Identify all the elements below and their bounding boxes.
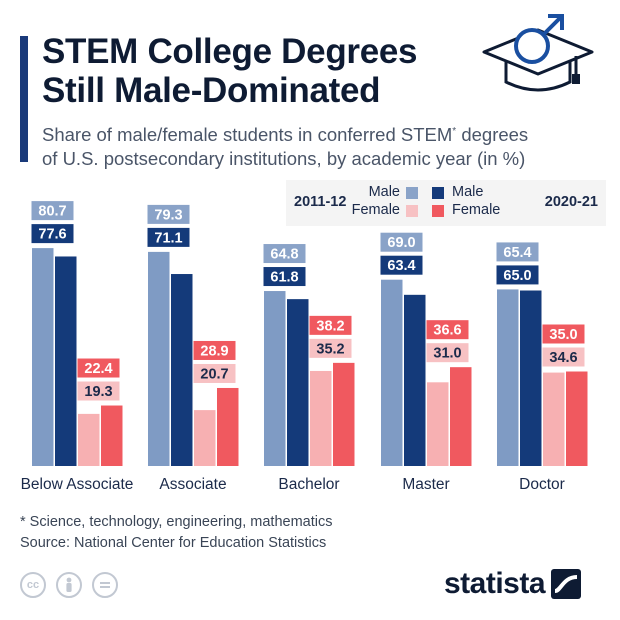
label-below-associate-female-2011-12-bg [77, 381, 120, 401]
legend-year-2020-21: 2020-21 [544, 194, 598, 210]
label-master-male-2020-21-bg [380, 255, 423, 275]
subtitle-line-2: of U.S. postsecondary institutions, by a… [42, 148, 526, 170]
category-label-associate: Associate [159, 476, 226, 493]
bar-below-associate-female-2011-12 [78, 413, 100, 466]
legend-male-2011-12-label: Male [368, 184, 400, 200]
label-doctor-female-2020-21: 35.0 [549, 327, 577, 343]
legend-swatch-male-2011-12 [406, 187, 418, 199]
label-below-associate-male-2020-21-bg [31, 224, 74, 244]
label-below-associate-female-2011-12: 19.3 [84, 384, 112, 400]
label-master-female-2011-12-bg [426, 343, 469, 363]
legend-swatch-female-2011-12 [406, 205, 418, 217]
bar-bachelor-female-2011-12 [310, 370, 332, 466]
title-accent-bar [20, 36, 28, 162]
label-doctor-male-2020-21: 65.0 [503, 268, 531, 284]
label-master-male-2011-12: 69.0 [387, 235, 415, 251]
subtitle-line-1a: Share of male/female students in conferr… [42, 124, 453, 146]
label-master-female-2020-21-bg [426, 320, 469, 340]
label-associate-female-2011-12: 20.7 [200, 366, 228, 382]
label-doctor-male-2011-12: 65.4 [503, 245, 531, 261]
title-line-2: Still Male-Dominated [42, 71, 381, 110]
graduation-cap-male-icon [482, 14, 594, 92]
label-doctor-female-2011-12-bg [542, 347, 585, 367]
footnote: * Science, technology, engineering, math… [20, 514, 333, 530]
bar-master-male-2011-12 [381, 279, 403, 466]
cc-icon[interactable]: cc [20, 572, 46, 598]
nd-equals-icon[interactable] [92, 572, 118, 598]
bar-associate-female-2011-12 [194, 410, 216, 466]
legend-female-2020-21-label: Female [452, 202, 501, 218]
label-bachelor-female-2020-21: 38.2 [316, 318, 344, 334]
bar-associate-male-2011-12 [148, 251, 170, 466]
label-associate-female-2020-21: 28.9 [200, 343, 228, 359]
label-bachelor-male-2011-12: 64.8 [270, 247, 298, 263]
legend-year-2011-12: 2011-12 [294, 194, 347, 210]
category-label-doctor: Doctor [519, 476, 565, 493]
statista-logo-icon [551, 569, 582, 599]
label-associate-male-2020-21: 71.1 [154, 230, 182, 246]
label-associate-male-2011-12-bg [147, 204, 190, 224]
subtitle-line-1b: degrees [456, 124, 529, 146]
legend-swatch-female-2020-21 [432, 205, 444, 217]
label-master-male-2011-12-bg [380, 232, 423, 252]
label-bachelor-female-2011-12: 35.2 [316, 341, 344, 357]
label-below-associate-male-2011-12: 80.7 [38, 204, 66, 220]
bar-bachelor-male-2011-12 [264, 291, 286, 466]
legend-female-2011-12-label: Female [351, 202, 400, 218]
bar-below-associate-male-2011-12 [32, 248, 54, 466]
bar-doctor-female-2020-21 [566, 371, 588, 466]
subtitle-asterisk: * [452, 126, 457, 137]
label-bachelor-female-2011-12-bg [309, 338, 352, 358]
footnote-block: * Science, technology, engineering, math… [20, 512, 332, 554]
bar-doctor-female-2011-12 [543, 372, 565, 466]
bar-associate-male-2020-21 [171, 274, 193, 466]
label-associate-male-2020-21-bg [147, 227, 190, 247]
bar-below-associate-male-2020-21 [55, 256, 77, 466]
title-line-1: STEM College Degrees [42, 32, 418, 71]
source: Source: National Center for Education St… [20, 535, 327, 551]
legend-male-2020-21-label: Male [452, 184, 484, 200]
label-below-associate-female-2020-21: 22.4 [84, 361, 112, 377]
label-bachelor-male-2011-12-bg [263, 244, 306, 264]
category-label-master: Master [402, 476, 449, 493]
label-doctor-female-2020-21-bg [542, 324, 585, 344]
label-doctor-female-2011-12: 34.6 [549, 350, 577, 366]
legend-swatch-male-2020-21 [432, 187, 444, 199]
chart-subtitle: Share of male/female students in conferr… [42, 120, 612, 171]
label-master-female-2020-21: 36.6 [433, 323, 461, 339]
bar-master-female-2011-12 [427, 382, 449, 466]
label-master-female-2011-12: 31.0 [433, 346, 461, 362]
label-bachelor-male-2020-21: 61.8 [270, 270, 298, 286]
label-associate-female-2011-12-bg [193, 363, 236, 383]
bar-doctor-male-2011-12 [497, 289, 519, 466]
label-bachelor-male-2020-21-bg [263, 267, 306, 287]
bar-below-associate-female-2020-21 [101, 405, 123, 466]
bar-bachelor-male-2020-21 [287, 299, 309, 466]
statista-wordmark: statista [444, 567, 546, 600]
label-below-associate-male-2020-21: 77.6 [38, 227, 66, 243]
label-associate-male-2011-12: 79.3 [154, 207, 182, 223]
bar-bachelor-female-2020-21 [333, 362, 355, 466]
label-master-male-2020-21: 63.4 [387, 258, 415, 274]
label-doctor-male-2020-21-bg [496, 265, 539, 285]
label-doctor-male-2011-12-bg [496, 242, 539, 262]
bar-master-male-2020-21 [404, 294, 426, 466]
label-associate-female-2020-21-bg [193, 340, 236, 360]
bar-doctor-male-2020-21 [520, 290, 542, 466]
bar-master-female-2020-21 [450, 367, 472, 466]
bar-associate-female-2020-21 [217, 387, 239, 466]
legend: 2011-12 Male Female Male Female 2020-21 [286, 180, 606, 226]
label-below-associate-male-2011-12-bg [31, 201, 74, 221]
category-label-below-associate: Below Associate [21, 476, 134, 493]
chart-title: STEM College Degrees Still Male-Dominate… [42, 32, 472, 110]
label-bachelor-female-2020-21-bg [309, 315, 352, 335]
label-below-associate-female-2020-21-bg [77, 358, 120, 378]
statista-logo[interactable]: statista [444, 566, 582, 602]
category-label-bachelor: Bachelor [278, 476, 339, 493]
by-person-icon[interactable] [56, 572, 82, 598]
